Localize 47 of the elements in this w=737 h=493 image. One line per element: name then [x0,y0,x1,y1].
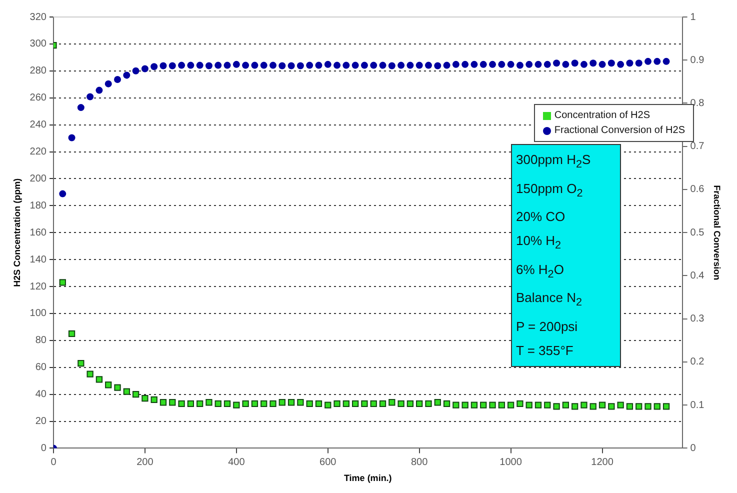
x-axis-title: Time (min.) [344,473,392,484]
annotation: 20% CO [516,208,566,226]
y2-tick-label: 0 [690,442,696,454]
y-tick-label: 320 [30,12,47,23]
x-tick-label: 0 [50,456,57,468]
y-axis-title: H2S Concentration (ppm) [12,178,22,287]
x-tick-label: 800 [410,456,428,468]
y2-tick-label: 0.2 [690,356,705,368]
y-tick-label: 280 [30,66,47,77]
x-tick-label: 600 [320,456,337,468]
y2-tick-label: 0.6 [690,184,705,196]
y-tick-label: 60 [35,362,47,374]
y2-tick-label: 0.1 [690,400,705,411]
y-tick-label: 120 [30,281,47,292]
y-tick-label: 0 [40,442,47,454]
y2-tick-label: 0.9 [690,54,705,66]
x-tick-label: 400 [228,456,246,468]
annotation: T = 355°F [516,342,574,360]
x-tick-label: 1000 [500,456,522,468]
y2-tick-label: 0.7 [690,141,705,152]
y-tick-label: 20 [35,416,47,427]
annotation: 150ppm O$_{2}$ [516,180,584,202]
annotation: 10% H$_{2}$ [516,232,562,254]
annotation: 6% H$_{2}$O [516,260,565,282]
annotation: Balance N$_{2}$ [516,289,584,311]
y-tick-label: 200 [30,173,47,184]
y-tick-label: 240 [30,120,47,131]
y2-tick-label: 0.3 [690,314,705,325]
legend-label: Fractional Conversion of H2S [554,124,685,138]
y-tick-label: 100 [30,308,47,320]
x-tick-label: 1200 [591,456,614,468]
y-tick-label: 80 [35,335,47,346]
x-tick-label: 200 [136,456,154,468]
y-tick-label: 160 [30,227,47,238]
y2-axis-title: Fractional Conversion [712,185,722,280]
y-tick-label: 40 [35,389,47,400]
y-tick-label: 140 [30,254,47,266]
y-tick-label: 260 [30,92,47,104]
legend-label: Concentration of H2S [554,109,650,123]
y2-tick-label: 0.5 [690,227,705,238]
y-tick-label: 180 [30,200,47,212]
y-tick-label: 300 [30,38,47,50]
annotation: 300ppm H$_{2}$S [516,151,592,173]
y2-tick-label: 1 [690,12,696,23]
annotation: P = 200psi [516,318,579,336]
y2-tick-label: 0.4 [690,270,705,282]
y-tick-label: 220 [30,146,47,158]
